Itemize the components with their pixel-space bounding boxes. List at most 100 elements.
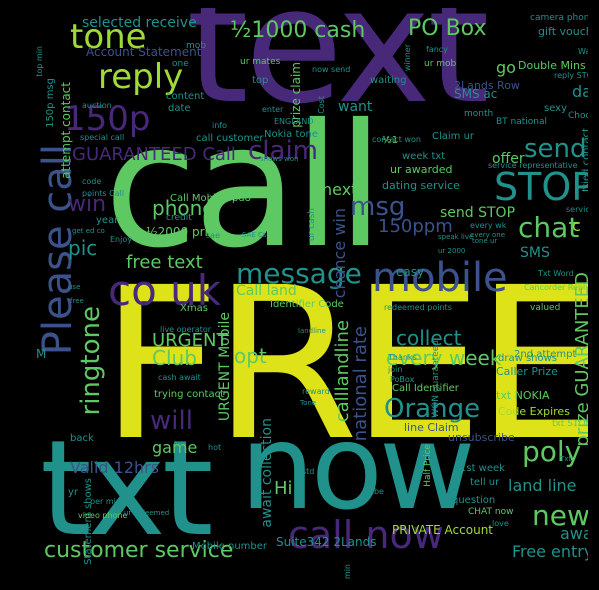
word-day: day xyxy=(572,82,588,101)
word-tell-ur: tell ur xyxy=(470,477,500,488)
word-filler: free xyxy=(70,297,84,305)
word-text: text xyxy=(186,8,490,139)
word-enter: enter xyxy=(262,105,284,114)
word-prize-2000: ½2000 prize xyxy=(146,225,222,239)
word-free: FREE xyxy=(100,242,588,487)
word-send-stop: send STOP xyxy=(440,205,516,221)
word-chat: chat xyxy=(518,211,580,244)
word-po-box: PO Box xyxy=(408,16,487,41)
word-won-guaranteed: WON guaranteed xyxy=(431,340,441,418)
word-sms: SMS xyxy=(520,245,550,261)
word-sexy: sexy xyxy=(544,103,568,114)
word-hi: Hi xyxy=(274,478,293,499)
word-per-min: per min xyxy=(90,497,121,506)
word-ur-mob: ur mob xyxy=(424,59,457,69)
word-double-mins: Double Mins xyxy=(518,59,586,72)
word-urgent: URGENT xyxy=(152,330,228,351)
word-statement-shows: Statement shows xyxy=(83,478,94,565)
word-cash-await: cash await xyxy=(158,373,201,382)
word-message: message xyxy=(236,257,362,290)
word-want: want xyxy=(338,99,373,115)
word-reply: reply xyxy=(98,57,184,97)
word-collect: collect xyxy=(396,326,462,350)
word-go: go xyxy=(496,58,516,77)
word-filler: tone ur xyxy=(472,237,498,245)
word-now: now xyxy=(240,398,475,536)
word-call-now: call now xyxy=(288,513,444,557)
word-week-txt: week txt xyxy=(402,151,446,162)
word-reply-stop: reply STOP xyxy=(554,71,588,80)
word-wanna: Wanna xyxy=(578,47,588,56)
word-offer: offer xyxy=(492,151,525,167)
word-txt-nokia: txt NOKIA xyxy=(496,389,550,402)
word-tone: tone xyxy=(70,17,147,57)
word-question: question xyxy=(452,495,496,506)
word-pic: pic xyxy=(68,236,98,260)
word-suite342: Suite342 2Lands xyxy=(276,535,377,549)
word-award: award xyxy=(560,524,588,543)
word-gift-voucher: gift voucher xyxy=(538,25,588,38)
word-claim: claim xyxy=(248,136,319,166)
word-free-entry: Free entry xyxy=(512,542,588,561)
word-ur-cash: ur cash xyxy=(307,208,317,242)
word-easy: easy xyxy=(396,265,425,279)
word-love: love xyxy=(492,519,509,528)
word-reward: reward xyxy=(302,387,330,396)
word-opt: opt xyxy=(234,344,267,368)
word-filler: Tone xyxy=(300,399,317,407)
word-national-rate: national rate xyxy=(350,326,371,442)
word-std: std xyxy=(302,467,315,476)
word-2lands-row: 2Lands Row xyxy=(454,79,520,92)
word-customer-service: customer service xyxy=(44,538,234,563)
word-caller-prize: Caller Prize xyxy=(496,365,558,378)
word-top: top xyxy=(252,75,269,86)
word-150ppm: 150ppm xyxy=(378,216,453,237)
word-urgent-mobile: URGENT Mobile xyxy=(217,312,233,422)
word-winner: winner xyxy=(403,44,412,72)
word-filler: ur redeemed xyxy=(124,509,170,517)
word-tried-contact: tried contact xyxy=(581,128,588,192)
word-england: ENGLAND xyxy=(274,117,314,126)
word-m: M xyxy=(36,347,47,361)
word-mobile: mobile xyxy=(372,255,508,301)
word-1st-week: 1st week xyxy=(460,463,505,474)
word-ur-mates: ur mates xyxy=(240,57,281,67)
word-camera-phone: camera phone xyxy=(530,13,588,23)
word-live-operator: live operator xyxy=(160,325,212,334)
word-filler: shows won xyxy=(260,155,299,163)
word-valid: Valid 12hrs xyxy=(70,458,160,477)
word-free-text: free text xyxy=(126,252,203,273)
word-filler: landline xyxy=(298,327,326,335)
word-video-phone: video phone xyxy=(78,511,128,520)
word-win: win xyxy=(68,192,107,217)
word-top-min: top min xyxy=(35,46,44,77)
word-ringtone: ringtone xyxy=(76,306,106,416)
word-co-uk: co uk xyxy=(108,266,222,315)
word-pobox: PoBox xyxy=(390,375,415,384)
word-filler: use xyxy=(68,283,81,291)
word-cost: Cost xyxy=(317,96,326,114)
word-babe: babe xyxy=(364,487,384,496)
word-contact-won: contact won xyxy=(372,135,421,144)
word-claim-ur: Claim ur xyxy=(432,131,475,142)
word-every-week: every week xyxy=(386,346,502,370)
word-msg: msg xyxy=(350,192,406,222)
word-150p-msg: 150p msg xyxy=(45,78,56,128)
word-await-collection: await collection xyxy=(259,418,275,528)
word-info: info xyxy=(212,121,228,130)
word-filler: every one xyxy=(470,231,506,239)
word-cloud: text call FREE txt now Please call mobil… xyxy=(12,8,588,584)
word-club: Club xyxy=(152,346,197,370)
word-filler: SAE Cs xyxy=(242,231,267,239)
word-call-customer: call customer xyxy=(196,133,264,144)
word-filler: Txt xyxy=(560,455,572,463)
word-valued: valued xyxy=(530,303,561,313)
word-cancorder: Cancorder Reply xyxy=(524,283,588,292)
word-filler: speak live xyxy=(438,233,474,241)
word-waiting: waiting xyxy=(370,75,407,86)
word-trying-contact: trying contact xyxy=(154,389,225,400)
word-land-line: land line xyxy=(508,476,577,495)
word-private-account: PRIVATE Account xyxy=(392,523,494,537)
word-new: new xyxy=(532,499,588,532)
word-identifier-code: Identifier Code xyxy=(270,299,344,310)
